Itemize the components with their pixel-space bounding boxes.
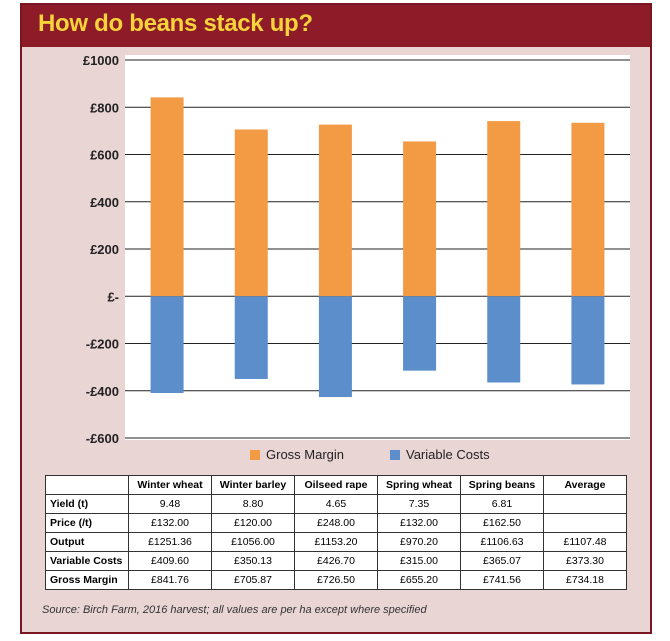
table-cell: £970.20 — [377, 532, 461, 552]
table-header: Winter wheat — [128, 475, 212, 495]
table-cell: £655.20 — [377, 570, 461, 590]
plot-area — [125, 55, 630, 440]
table-cell: £1106.63 — [460, 532, 544, 552]
table-cell: £841.76 — [128, 570, 212, 590]
y-tick-label: £400 — [90, 195, 119, 210]
table-cell: £426.70 — [294, 551, 378, 571]
table-header: Spring wheat — [377, 475, 461, 495]
table-cell: £132.00 — [128, 513, 212, 533]
table-header: Spring beans — [460, 475, 544, 495]
table-cell: £132.00 — [377, 513, 461, 533]
table-cell: 4.65 — [294, 494, 378, 514]
y-tick-label: £800 — [90, 100, 119, 115]
table-cell: £726.50 — [294, 570, 378, 590]
table-cell: 7.35 — [377, 494, 461, 514]
table-header-row: Winter wheat Winter barley Oilseed rape … — [45, 475, 627, 495]
bar-variable-costs — [403, 296, 437, 371]
table-row: Output £1251.36 £1056.00 £1153.20 £970.2… — [45, 532, 627, 552]
table-cell: £409.60 — [128, 551, 212, 571]
legend-label-variable-costs: Variable Costs — [406, 447, 490, 462]
table-cell: £162.50 — [460, 513, 544, 533]
table-cell: 9.48 — [128, 494, 212, 514]
table-cell: £373.30 — [543, 551, 627, 571]
table-header-blank — [45, 475, 129, 495]
row-label: Variable Costs — [45, 551, 129, 571]
table-cell — [543, 494, 627, 514]
bar-gross-margin — [150, 97, 184, 297]
table-cell: £1107.48 — [543, 532, 627, 552]
y-tick-label: -£200 — [86, 337, 119, 352]
table-cell: £741.56 — [460, 570, 544, 590]
row-label: Gross Margin — [45, 570, 129, 590]
bar-gross-margin — [234, 129, 268, 297]
chart-title: How do beans stack up? — [38, 10, 313, 37]
y-tick-label: -£600 — [86, 431, 119, 446]
table-cell: £1056.00 — [211, 532, 295, 552]
row-label: Price (/t) — [45, 513, 129, 533]
table-cell: 8.80 — [211, 494, 295, 514]
table-header: Oilseed rape — [294, 475, 378, 495]
table-cell: £1251.36 — [128, 532, 212, 552]
data-table-wrapper: Winter wheat Winter barley Oilseed rape … — [45, 475, 627, 590]
bar-chart: £1000 £800 £600 £400 £200 £- -£200 -£400 -£600 — [83, 53, 630, 446]
y-tick-label: £1000 — [83, 53, 119, 68]
y-tick-label: £200 — [90, 242, 119, 257]
table-cell: £365.07 — [460, 551, 544, 571]
bar-variable-costs — [487, 296, 521, 383]
table-cell: £248.00 — [294, 513, 378, 533]
table-cell: £734.18 — [543, 570, 627, 590]
table-row: Gross Margin £841.76 £705.87 £726.50 £65… — [45, 570, 627, 590]
table-header: Average — [543, 475, 627, 495]
table-cell: £315.00 — [377, 551, 461, 571]
gross-margin-swatch — [250, 449, 260, 460]
bar-gross-margin — [403, 141, 437, 297]
table-row: Variable Costs £409.60 £350.13 £426.70 £… — [45, 551, 627, 571]
bar-variable-costs — [571, 296, 605, 385]
data-table: Winter wheat Winter barley Oilseed rape … — [45, 475, 627, 590]
y-tick-label: £- — [107, 289, 119, 304]
y-tick-label: £600 — [90, 148, 119, 163]
bar-gross-margin — [487, 121, 521, 297]
variable-costs-swatch — [390, 449, 400, 460]
table-cell: £705.87 — [211, 570, 295, 590]
bar-variable-costs — [318, 296, 352, 398]
table-cell: £1153.20 — [294, 532, 378, 552]
bar-variable-costs — [150, 296, 184, 394]
y-tick-label: -£400 — [86, 384, 119, 399]
bar-gross-margin — [571, 122, 605, 297]
bar-gross-margin — [318, 124, 352, 297]
source-note: Source: Birch Farm, 2016 harvest; all va… — [42, 604, 427, 616]
table-cell: 6.81 — [460, 494, 544, 514]
row-label: Yield (t) — [45, 494, 129, 514]
legend-item-variable-costs: Variable Costs — [390, 447, 490, 462]
table-cell: £120.00 — [211, 513, 295, 533]
table-row: Yield (t) 9.48 8.80 4.65 7.35 6.81 — [45, 494, 627, 514]
legend-label-gross-margin: Gross Margin — [266, 447, 345, 462]
table-header: Winter barley — [211, 475, 295, 495]
legend-item-gross-margin: Gross Margin — [250, 447, 344, 462]
row-label: Output — [45, 532, 129, 552]
bar-variable-costs — [234, 296, 268, 379]
table-cell — [543, 513, 627, 533]
table-cell: £350.13 — [211, 551, 295, 571]
table-row: Price (/t) £132.00 £120.00 £248.00 £132.… — [45, 513, 627, 533]
title-bar: How do beans stack up? — [22, 5, 650, 47]
